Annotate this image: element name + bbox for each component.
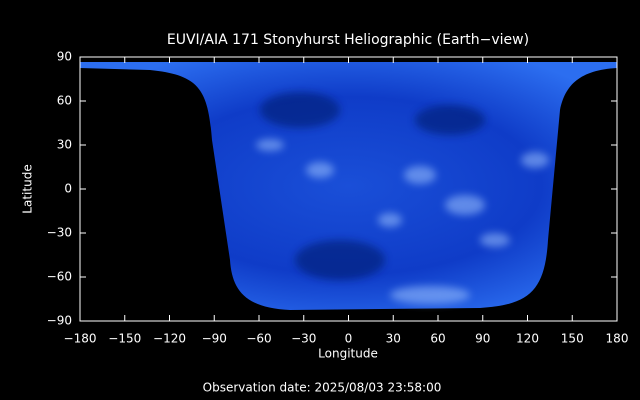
x-tick-label: −30 bbox=[291, 332, 316, 346]
footer: Observation date: 2025/08/03 23:58:00 bbox=[203, 381, 442, 395]
chart-title: EUVI/AIA 171 Stonyhurst Heliographic (Ea… bbox=[167, 32, 529, 48]
y-tick-label: 60 bbox=[57, 94, 72, 108]
x-tick-label: 0 bbox=[345, 332, 353, 346]
x-axis-label: Longitude bbox=[318, 347, 378, 361]
x-tick-label: −150 bbox=[108, 332, 141, 346]
x-tick-label: 180 bbox=[606, 332, 629, 346]
x-tick-label: 120 bbox=[516, 332, 539, 346]
x-tick-label: −180 bbox=[64, 332, 97, 346]
x-tick-label: −60 bbox=[246, 332, 271, 346]
y-tick-label: 30 bbox=[57, 138, 72, 152]
x-tick-label: 30 bbox=[386, 332, 401, 346]
y-axis-label: Latitude bbox=[21, 164, 35, 213]
x-tick-label: 150 bbox=[561, 332, 584, 346]
x-tick-label: −120 bbox=[153, 332, 186, 346]
y-tick-label: 0 bbox=[64, 182, 72, 196]
x-tick-label: 60 bbox=[430, 332, 445, 346]
x-tick-label: 90 bbox=[475, 332, 490, 346]
y-tick-label: −90 bbox=[47, 314, 72, 328]
x-tick-label: −90 bbox=[202, 332, 227, 346]
y-tick-label: 90 bbox=[57, 50, 72, 64]
map-image bbox=[80, 62, 617, 310]
y-tick-label: −30 bbox=[47, 226, 72, 240]
y-tick-label: −60 bbox=[47, 270, 72, 284]
